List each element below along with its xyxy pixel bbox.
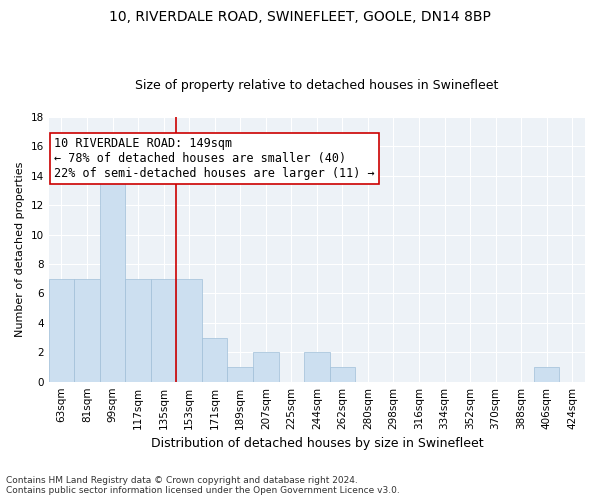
Bar: [49, 278, 74, 382]
Bar: [534, 367, 559, 382]
Bar: [253, 352, 278, 382]
Bar: [100, 176, 125, 382]
Bar: [329, 367, 355, 382]
Y-axis label: Number of detached properties: Number of detached properties: [15, 162, 25, 337]
Bar: [227, 367, 253, 382]
Bar: [176, 278, 202, 382]
X-axis label: Distribution of detached houses by size in Swinefleet: Distribution of detached houses by size …: [151, 437, 483, 450]
Bar: [74, 278, 100, 382]
Text: 10, RIVERDALE ROAD, SWINEFLEET, GOOLE, DN14 8BP: 10, RIVERDALE ROAD, SWINEFLEET, GOOLE, D…: [109, 10, 491, 24]
Bar: [202, 338, 227, 382]
Text: 10 RIVERDALE ROAD: 149sqm
← 78% of detached houses are smaller (40)
22% of semi-: 10 RIVERDALE ROAD: 149sqm ← 78% of detac…: [54, 136, 374, 180]
Text: Contains HM Land Registry data © Crown copyright and database right 2024.
Contai: Contains HM Land Registry data © Crown c…: [6, 476, 400, 495]
Bar: [125, 278, 151, 382]
Bar: [304, 352, 329, 382]
Title: Size of property relative to detached houses in Swinefleet: Size of property relative to detached ho…: [135, 79, 499, 92]
Bar: [151, 278, 176, 382]
